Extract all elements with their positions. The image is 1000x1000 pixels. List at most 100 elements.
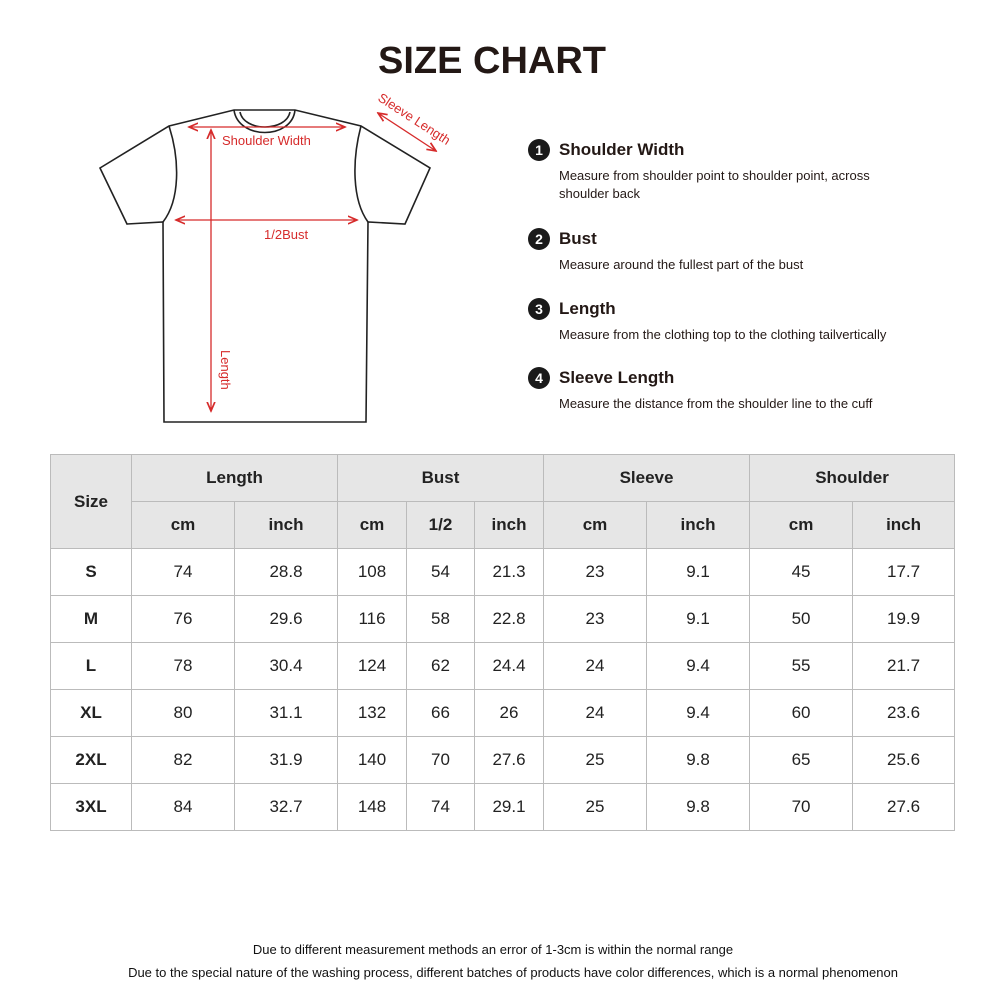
legend-desc: Measure the distance from the shoulder l… bbox=[559, 396, 873, 411]
value-cell: 50 bbox=[749, 595, 854, 643]
group-header: Sleeve bbox=[543, 454, 751, 502]
value-cell: 74 bbox=[406, 783, 475, 831]
sleeve-arrow bbox=[378, 113, 436, 151]
table-row: 2XL 82 31.9 140 70 27.6 25 9.8 65 25.6 bbox=[50, 736, 956, 784]
value-cell: 25 bbox=[543, 783, 648, 831]
value-cell: 78 bbox=[131, 642, 235, 690]
value-cell: 21.3 bbox=[473, 548, 545, 596]
value-cell: 17.7 bbox=[852, 548, 956, 596]
value-cell: 26 bbox=[473, 689, 545, 737]
unit-header: inch bbox=[234, 501, 338, 549]
number-badge: 2 bbox=[528, 228, 550, 250]
value-cell: 9.4 bbox=[646, 689, 751, 737]
value-cell: 29.6 bbox=[234, 595, 338, 643]
legend-desc: Measure from shoulder point to shoulder … bbox=[559, 168, 870, 201]
unit-header: cm bbox=[543, 501, 648, 549]
value-cell: 25 bbox=[543, 736, 648, 784]
value-cell: 70 bbox=[749, 783, 854, 831]
value-cell: 82 bbox=[131, 736, 235, 784]
number-badge: 3 bbox=[528, 298, 550, 320]
unit-header: cm bbox=[749, 501, 854, 549]
size-cell: L bbox=[50, 642, 132, 690]
value-cell: 9.8 bbox=[646, 783, 751, 831]
table-row: XL 80 31.1 132 66 26 24 9.4 60 23.6 bbox=[50, 689, 956, 737]
value-cell: 24 bbox=[543, 689, 648, 737]
length-label: Length bbox=[218, 350, 233, 390]
group-header: Bust bbox=[336, 454, 545, 502]
value-cell: 31.9 bbox=[234, 736, 338, 784]
value-cell: 27.6 bbox=[473, 736, 545, 784]
value-cell: 21.7 bbox=[852, 642, 956, 690]
legend-title: Shoulder Width bbox=[559, 140, 685, 159]
legend-desc: Measure around the fullest part of the b… bbox=[559, 257, 804, 272]
value-cell: 9.1 bbox=[646, 595, 751, 643]
size-cell: XL bbox=[50, 689, 132, 737]
note: Due to different measurement methods an … bbox=[252, 942, 734, 957]
size-cell: M bbox=[50, 595, 132, 643]
group-header: Length bbox=[131, 454, 338, 502]
value-cell: 27.6 bbox=[852, 783, 956, 831]
value-cell: 9.4 bbox=[646, 642, 751, 690]
value-cell: 66 bbox=[406, 689, 475, 737]
value-cell: 32.7 bbox=[234, 783, 338, 831]
value-cell: 25.6 bbox=[852, 736, 956, 784]
unit-header: 1/2 bbox=[406, 501, 475, 549]
value-cell: 124 bbox=[337, 642, 407, 690]
size-cell: S bbox=[50, 548, 132, 596]
value-cell: 23.6 bbox=[852, 689, 956, 737]
value-cell: 76 bbox=[131, 595, 235, 643]
value-cell: 148 bbox=[337, 783, 407, 831]
unit-header: cm bbox=[337, 501, 407, 549]
value-cell: 108 bbox=[337, 548, 407, 596]
shoulder-label: Shoulder Width bbox=[222, 133, 311, 148]
unit-header: inch bbox=[646, 501, 751, 549]
number-badge: 4 bbox=[528, 367, 550, 389]
legend-title: Sleeve Length bbox=[559, 368, 675, 387]
page-title: SIZE CHART bbox=[378, 40, 606, 82]
value-cell: 70 bbox=[406, 736, 475, 784]
value-cell: 58 bbox=[406, 595, 475, 643]
tshirt-diagram: Shoulder Width 1/2Bust Length Sleeve Len… bbox=[98, 90, 453, 423]
table-row: M 76 29.6 116 58 22.8 23 9.1 50 19.9 bbox=[50, 595, 956, 643]
value-cell: 62 bbox=[406, 642, 475, 690]
value-cell: 22.8 bbox=[473, 595, 545, 643]
value-cell: 30.4 bbox=[234, 642, 338, 690]
value-cell: 9.8 bbox=[646, 736, 751, 784]
value-cell: 80 bbox=[131, 689, 235, 737]
value-cell: 132 bbox=[337, 689, 407, 737]
legend-title: Bust bbox=[559, 229, 597, 248]
value-cell: 31.1 bbox=[234, 689, 338, 737]
bust-label: 1/2Bust bbox=[264, 227, 308, 242]
legend-title: Length bbox=[559, 299, 616, 318]
unit-header: cm bbox=[131, 501, 235, 549]
value-cell: 140 bbox=[337, 736, 407, 784]
table-row: 3XL 84 32.7 148 74 29.1 25 9.8 70 27.6 bbox=[50, 783, 956, 831]
table-row: S 74 28.8 108 54 21.3 23 9.1 45 17.7 bbox=[50, 548, 956, 596]
number-badge: 1 bbox=[528, 139, 550, 161]
value-cell: 65 bbox=[749, 736, 854, 784]
value-cell: 23 bbox=[543, 595, 648, 643]
unit-header: inch bbox=[852, 501, 956, 549]
size-cell: 2XL bbox=[50, 736, 132, 784]
value-cell: 45 bbox=[749, 548, 854, 596]
legend-desc: Measure from the clothing top to the clo… bbox=[559, 327, 887, 342]
size-table: Size Length Bust Sleeve Shoulder cm inch c… bbox=[50, 454, 956, 831]
value-cell: 116 bbox=[337, 595, 407, 643]
value-cell: 29.1 bbox=[473, 783, 545, 831]
value-cell: 24 bbox=[543, 642, 648, 690]
value-cell: 24.4 bbox=[473, 642, 545, 690]
unit-header: inch bbox=[473, 501, 545, 549]
size-header: Size bbox=[50, 454, 132, 549]
note: Due to the special nature of the washing… bbox=[128, 965, 898, 980]
table-row: L 78 30.4 124 62 24.4 24 9.4 55 21.7 bbox=[50, 642, 956, 690]
value-cell: 74 bbox=[131, 548, 235, 596]
value-cell: 54 bbox=[406, 548, 475, 596]
group-header: Shoulder bbox=[749, 454, 956, 502]
size-cell: 3XL bbox=[50, 783, 132, 831]
tshirt-outline bbox=[98, 109, 432, 423]
value-cell: 28.8 bbox=[234, 548, 338, 596]
value-cell: 19.9 bbox=[852, 595, 956, 643]
value-cell: 23 bbox=[543, 548, 648, 596]
value-cell: 55 bbox=[749, 642, 854, 690]
value-cell: 84 bbox=[131, 783, 235, 831]
